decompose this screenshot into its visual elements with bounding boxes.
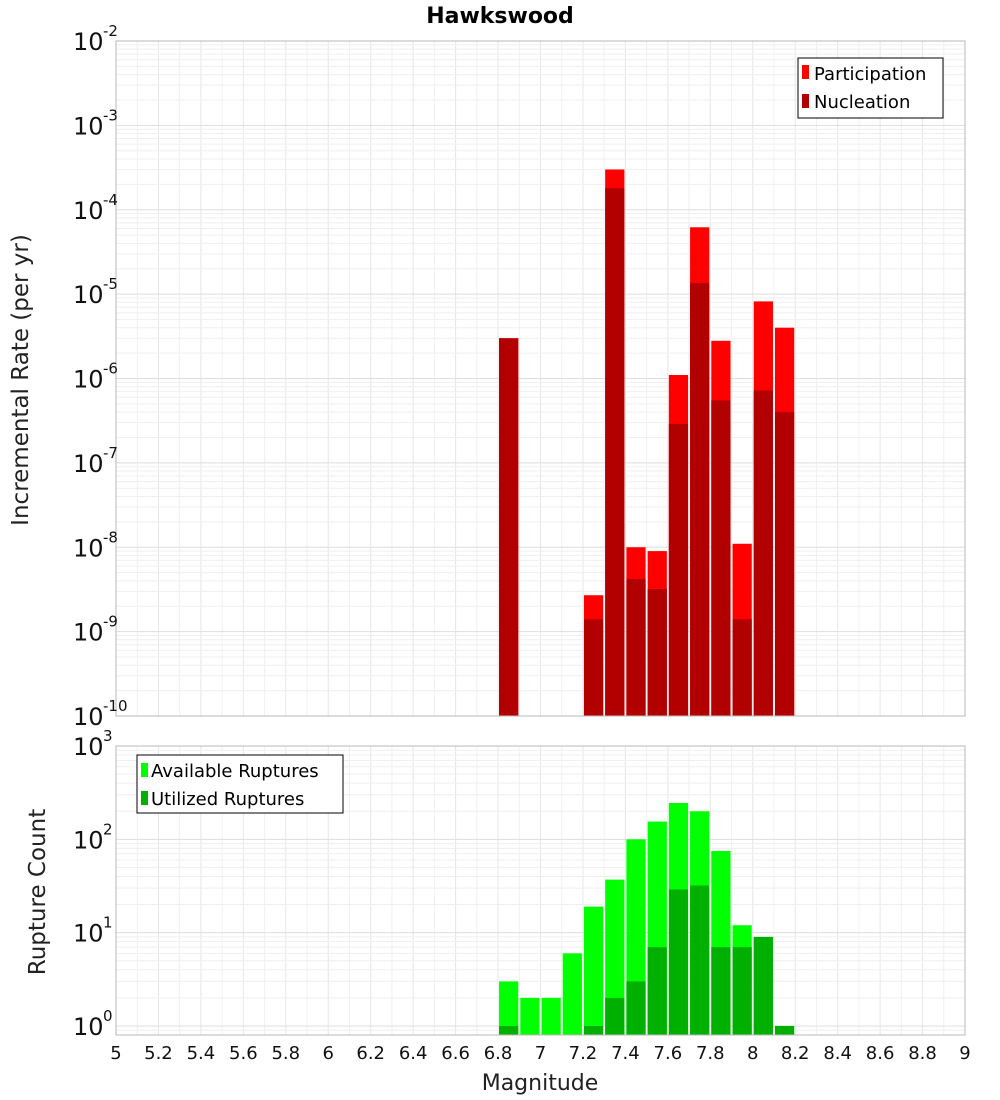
x-tick-label: 8.8	[908, 1043, 937, 1064]
count-y-axis-label: Rupture Count	[25, 809, 51, 975]
x-tick-label: 5.6	[229, 1043, 258, 1064]
count-bar-primary	[541, 997, 561, 1035]
rate-bar-secondary	[732, 619, 752, 716]
legend-swatch-nucleation	[802, 94, 809, 108]
legend-label-available: Available Ruptures	[151, 761, 319, 782]
rate-bar-secondary	[690, 283, 710, 716]
y-tick-exponent: 2	[103, 820, 113, 838]
y-tick-label: 10	[73, 619, 104, 647]
y-tick-exponent: 0	[103, 1007, 113, 1025]
rate-plot-grid	[116, 41, 965, 717]
rate-bar-secondary	[753, 390, 773, 716]
count-bar-secondary	[499, 1025, 519, 1035]
count-bar-primary	[562, 953, 582, 1035]
rate-bar-secondary	[647, 589, 667, 716]
rate-bar-secondary	[668, 423, 689, 716]
rate-bar-secondary	[499, 338, 519, 716]
count-bar-secondary	[605, 997, 625, 1035]
rate-y-axis-label: Incremental Rate (per yr)	[8, 234, 34, 526]
y-tick-exponent: -3	[103, 106, 118, 124]
legend-label-participation: Participation	[814, 64, 926, 85]
rate-plot-frame	[115, 40, 966, 717]
count-bar-secondary	[711, 947, 731, 1035]
y-tick-exponent: -4	[103, 191, 118, 209]
count-bar-secondary	[732, 947, 752, 1035]
y-tick-label: 10	[73, 112, 104, 140]
x-tick-label: 8	[747, 1043, 758, 1064]
legend-swatch-utilized	[141, 791, 148, 805]
x-tick-label: 6.2	[356, 1043, 385, 1064]
y-tick-label: 10	[73, 366, 104, 394]
count-bar-secondary	[753, 936, 773, 1035]
rate-bar-secondary	[583, 619, 604, 716]
legend-swatch-participation	[802, 65, 809, 79]
y-tick-exponent: -2	[103, 22, 118, 40]
x-tick-label: 6	[323, 1043, 334, 1064]
y-tick-exponent: -7	[103, 444, 118, 462]
y-tick-label: 10	[73, 920, 104, 948]
y-tick-label: 10	[73, 534, 104, 562]
x-axis-label: Magnitude	[482, 1071, 599, 1096]
y-tick-exponent: 3	[103, 727, 113, 745]
y-tick-label: 10	[73, 703, 104, 731]
y-tick-label: 10	[73, 281, 104, 309]
x-tick-label: 8.2	[781, 1043, 810, 1064]
legend-swatch-available	[141, 763, 148, 777]
count-bar-secondary	[668, 889, 689, 1035]
count-bar-primary	[583, 906, 604, 1035]
x-tick-label: 8.6	[866, 1043, 895, 1064]
y-tick-label: 10	[73, 1013, 104, 1041]
x-tick-label: 7.6	[654, 1043, 683, 1064]
y-tick-exponent: -9	[103, 613, 118, 631]
y-tick-exponent: -5	[103, 275, 118, 293]
x-axis-ticks: 5 5.2 5.4 5.6 5.8 6 6.2 6.4 6.6 6.8 7 7.2 7.4 7.6 7.8 8…	[110, 1043, 970, 1064]
y-tick-exponent: -6	[103, 360, 118, 378]
x-tick-label: 6.4	[399, 1043, 428, 1064]
y-tick-label: 10	[73, 826, 104, 854]
rate-legend: Participation Nucleation	[797, 57, 944, 119]
x-tick-label: 5	[110, 1043, 121, 1064]
count-bar-secondary	[647, 947, 667, 1035]
x-tick-label: 5.2	[144, 1043, 173, 1064]
x-tick-label: 8.4	[823, 1043, 852, 1064]
count-plot-frame	[115, 745, 966, 1036]
count-bar-secondary	[626, 981, 646, 1035]
y-tick-label: 10	[73, 450, 104, 478]
y-tick-exponent: -8	[103, 528, 118, 546]
y-tick-label: 10	[73, 28, 104, 56]
count-plot-bars	[499, 803, 795, 1035]
legend-label-nucleation: Nucleation	[814, 92, 910, 113]
x-tick-label: 7.8	[696, 1043, 725, 1064]
x-tick-label: 9	[959, 1043, 970, 1064]
count-bar-secondary	[583, 1025, 604, 1035]
rate-bar-secondary	[626, 579, 646, 716]
y-tick-exponent: 1	[103, 914, 113, 932]
y-tick-exponent: -10	[103, 697, 128, 715]
count-bar-primary	[520, 997, 540, 1035]
rate-plot-bars	[499, 169, 795, 717]
x-tick-label: 7.2	[569, 1043, 598, 1064]
count-bar-primary	[499, 981, 519, 1035]
chart-title: Hawkswood	[426, 4, 574, 29]
count-bar-primary	[605, 879, 625, 1035]
x-tick-label: 6.8	[484, 1043, 513, 1064]
x-tick-label: 5.8	[271, 1043, 300, 1064]
rate-bar-secondary	[711, 400, 731, 716]
count-bar-secondary	[690, 885, 710, 1035]
count-legend: Available Ruptures Utilized Ruptures	[136, 754, 344, 814]
x-tick-label: 6.6	[441, 1043, 470, 1064]
rate-bar-secondary	[605, 188, 625, 717]
y-tick-label: 10	[73, 197, 104, 225]
x-tick-label: 7.4	[611, 1043, 640, 1064]
rate-bar-secondary	[774, 412, 795, 716]
x-tick-label: 5.4	[187, 1043, 216, 1064]
count-bar-secondary	[774, 1025, 795, 1035]
y-tick-label: 10	[73, 733, 104, 761]
legend-label-utilized: Utilized Ruptures	[151, 789, 304, 810]
x-tick-label: 7	[535, 1043, 546, 1064]
